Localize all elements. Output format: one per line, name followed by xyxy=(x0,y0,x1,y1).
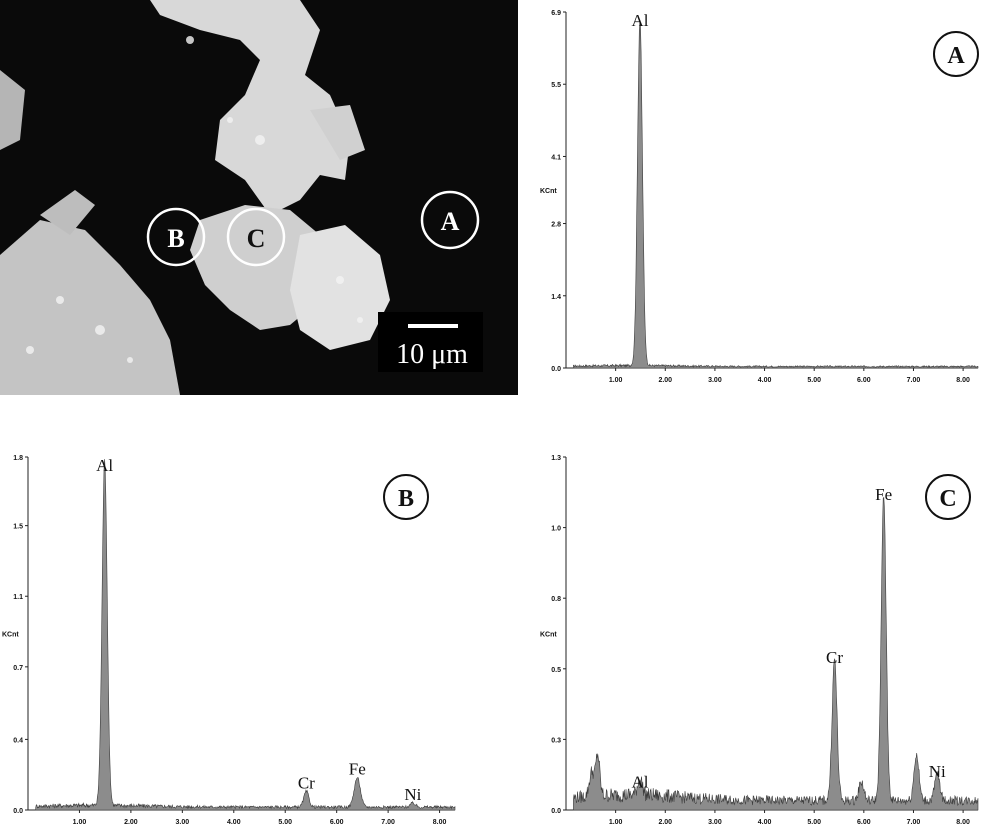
peak-label-cr: Cr xyxy=(826,648,843,667)
peak-label-ni: Ni xyxy=(929,762,946,781)
marker-b: B xyxy=(146,207,206,267)
scale-bar-label: 10 μm xyxy=(396,339,468,370)
x-tick-label: 3.00 xyxy=(176,819,190,826)
x-tick-label: 3.00 xyxy=(708,819,722,826)
x-tick-label: 1.00 xyxy=(609,819,623,826)
spectrum-area xyxy=(573,496,979,811)
x-tick-label: 2.00 xyxy=(124,819,138,826)
x-tick-label: 6.00 xyxy=(330,819,344,826)
x-tick-label: 7.00 xyxy=(907,377,921,384)
particle-flake-left xyxy=(40,190,95,235)
x-tick-label: 1.00 xyxy=(73,819,87,826)
panel-badge-label: C xyxy=(939,486,956,512)
peak-label-fe: Fe xyxy=(349,760,366,779)
x-tick-label: 7.00 xyxy=(381,819,395,826)
particle-right-flake xyxy=(290,225,390,350)
x-tick-label: 5.00 xyxy=(807,377,821,384)
spectrum-panel-c: 0.0 0.3 0.5 0.8 1.0 1.3 KCnt 1.00 2.00 3.00 4.00 5.… xyxy=(540,455,979,826)
y-tick-label: 5.5 xyxy=(551,82,561,89)
x-tick-label: 5.00 xyxy=(278,819,292,826)
x-tick-label: 3.00 xyxy=(708,377,722,384)
y-tick-label: 0.0 xyxy=(551,366,561,373)
spectrum-panel-a: 0.0 1.4 2.8 4.1 5.5 6.9 KCnt 1.00 2.00 3.00 4.00 5.… xyxy=(540,10,979,384)
y-tick-label: 1.5 xyxy=(13,524,23,531)
x-tick-label: 4.00 xyxy=(227,819,241,826)
x-tick-label: 5.00 xyxy=(807,819,821,826)
y-tick-label: 4.1 xyxy=(551,154,561,161)
x-tick-label: 8.00 xyxy=(956,377,970,384)
particle-top-right xyxy=(310,105,365,160)
x-tick-label: 4.00 xyxy=(758,819,772,826)
y-tick-label: 0.8 xyxy=(551,596,561,603)
x-tick-label: 2.00 xyxy=(658,819,672,826)
panel-badge-label: A xyxy=(947,43,965,69)
particle-left-cluster xyxy=(0,220,180,395)
peak-label-al: Al xyxy=(96,456,113,475)
y-tick-label: 0.0 xyxy=(13,808,23,815)
marker-c: C xyxy=(226,207,286,267)
x-tick-label: 7.00 xyxy=(907,819,921,826)
y-tick-label: 1.4 xyxy=(551,294,561,301)
x-tick-label: 8.00 xyxy=(433,819,447,826)
y-tick-label: 0.5 xyxy=(551,667,561,674)
micrograph-texture xyxy=(26,36,363,363)
x-tick-label: 2.00 xyxy=(658,377,672,384)
spectrum-area xyxy=(35,459,456,811)
y-tick-label: 1.3 xyxy=(551,455,561,462)
x-tick-label: 6.00 xyxy=(857,819,871,826)
spectrum-panel-b: 0.0 0.4 0.7 1.1 1.5 1.8 KCnt 1.00 2.00 3.00 4.00 5.… xyxy=(2,455,456,826)
panel-badge-circle xyxy=(925,474,971,520)
panel-badge-circle xyxy=(933,31,979,77)
peak-label-fe: Fe xyxy=(875,485,892,504)
y-tick-label: 2.8 xyxy=(551,222,561,229)
svg-text:C: C xyxy=(247,224,266,253)
peak-label-ni: Ni xyxy=(404,785,421,804)
y-tick-label: 0.3 xyxy=(551,737,561,744)
panel-badge-label: B xyxy=(398,486,414,512)
y-tick-label: 1.8 xyxy=(13,455,23,462)
marker-a: A xyxy=(420,190,480,250)
y-tick-label: 1.0 xyxy=(551,526,561,533)
x-tick-label: 8.00 xyxy=(956,819,970,826)
peak-label-al: Al xyxy=(631,773,648,792)
peak-label-cr: Cr xyxy=(298,773,315,792)
panel-badge-circle xyxy=(383,474,429,520)
y-axis-label: KCnt xyxy=(2,632,19,639)
x-tick-label: 6.00 xyxy=(857,377,871,384)
y-tick-label: 0.0 xyxy=(551,808,561,815)
x-tick-label: 4.00 xyxy=(758,377,772,384)
svg-text:A: A xyxy=(441,207,460,236)
sem-micrograph: B C A 10 μm xyxy=(0,0,518,395)
y-tick-label: 1.1 xyxy=(13,594,23,601)
spectrum-area xyxy=(573,20,979,369)
y-tick-label: 0.4 xyxy=(13,737,23,744)
y-axis-label: KCnt xyxy=(540,632,557,639)
x-tick-label: 1.00 xyxy=(609,377,623,384)
particle-left-edge xyxy=(0,70,25,150)
particle-top xyxy=(150,0,350,215)
svg-text:B: B xyxy=(167,224,184,253)
peak-label-al: Al xyxy=(631,11,648,30)
y-tick-label: 6.9 xyxy=(551,10,561,17)
y-axis-label: KCnt xyxy=(540,188,557,195)
scale-bar: 10 μm xyxy=(378,312,483,372)
y-tick-label: 0.7 xyxy=(13,665,23,672)
